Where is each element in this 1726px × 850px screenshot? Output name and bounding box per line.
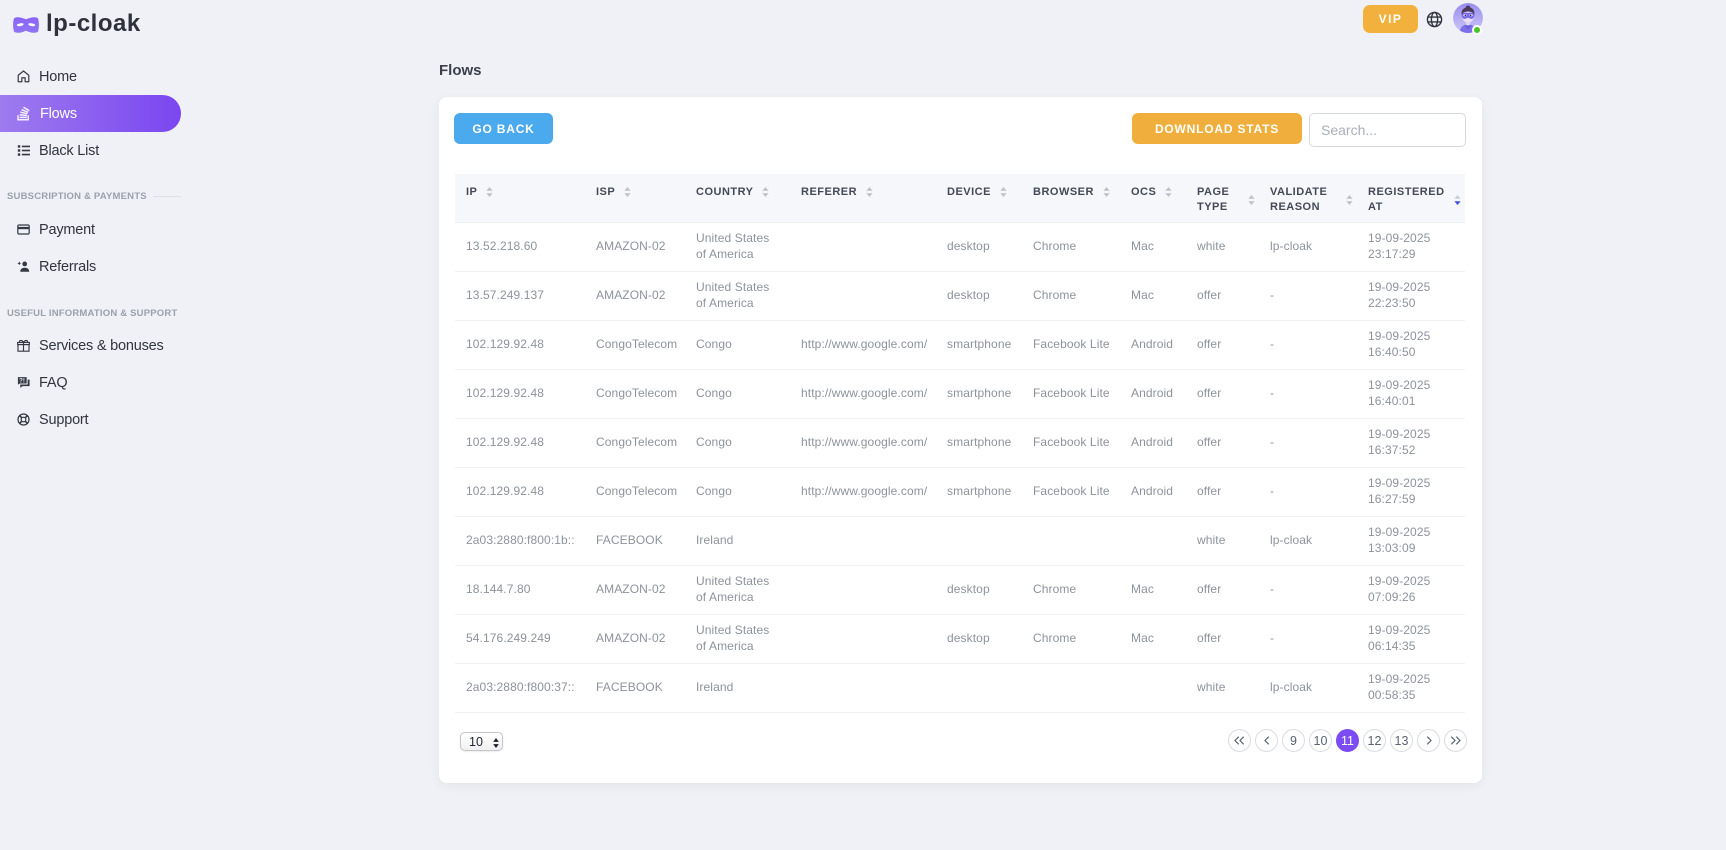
svg-text:?!: ?! (19, 377, 25, 384)
